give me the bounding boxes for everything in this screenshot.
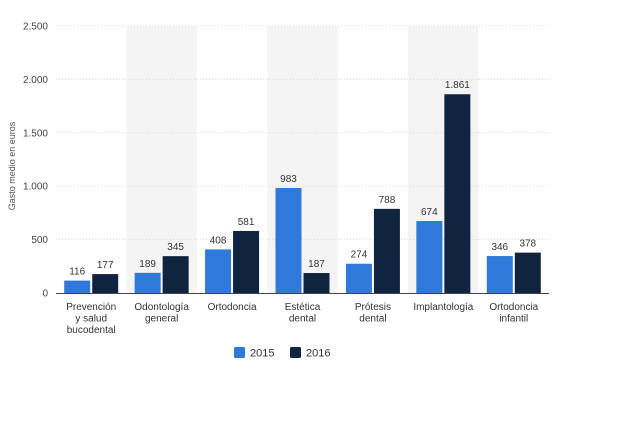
legend-label: 2015 <box>250 348 274 360</box>
category-label: Ortodoncia infantil <box>489 302 538 325</box>
bar-2015-5 <box>416 221 443 293</box>
legend-swatch-2016 <box>290 347 301 358</box>
data-label: 581 <box>238 217 255 228</box>
category-label: Prevención y salud bucodental <box>66 302 116 336</box>
data-label: 116 <box>69 267 85 278</box>
bars <box>64 94 541 293</box>
category-labels: Prevención y salud bucodental Odontología ge… <box>66 302 538 336</box>
bar-2015-6 <box>486 256 513 293</box>
y-tick-label: 1.500 <box>23 128 48 139</box>
y-tick-label: 2.500 <box>23 22 48 33</box>
data-label: 983 <box>280 174 297 185</box>
bar-2015-2 <box>205 249 232 293</box>
data-label: 189 <box>139 259 156 270</box>
data-label: 674 <box>421 207 438 218</box>
data-label: 187 <box>308 259 325 270</box>
y-tick-label: 2.000 <box>23 75 48 86</box>
legend-label: 2016 <box>306 348 330 360</box>
category-label: Estética dental <box>285 302 321 325</box>
data-label: 345 <box>167 242 184 253</box>
y-tick-label: 0 <box>42 289 48 300</box>
y-tick-label: 500 <box>31 235 48 246</box>
data-labels: 116 189 408 983 274 674 346 177 345 581 187 788 1.86… <box>69 80 536 277</box>
bar-2016-1 <box>162 256 189 293</box>
data-label: 788 <box>379 195 396 206</box>
y-tick-labels: 0 500 1.000 1.500 2.000 2.500 <box>23 22 48 300</box>
category-label: Implantología <box>413 302 473 313</box>
legend-swatch-2015 <box>234 347 245 358</box>
bar-2015-0 <box>64 280 91 293</box>
category-label: Prótesis dental <box>355 302 391 325</box>
bar-2016-5 <box>444 94 471 293</box>
bar-2016-0 <box>92 274 119 293</box>
y-axis-title: Gasto medio en euros <box>7 121 17 210</box>
data-label: 346 <box>491 242 508 253</box>
data-label: 274 <box>351 250 368 261</box>
data-label: 378 <box>519 239 536 250</box>
category-band <box>126 26 197 293</box>
category-label: Ortodoncia <box>208 302 257 313</box>
bar-2015-4 <box>345 263 372 293</box>
gridlines <box>56 25 549 241</box>
legend: 2015 2016 <box>234 347 330 360</box>
data-label: 177 <box>97 260 114 271</box>
data-label: 408 <box>210 235 227 246</box>
bar-2015-3 <box>275 188 302 293</box>
bar-2016-3 <box>303 273 330 293</box>
bar-2016-2 <box>233 230 260 293</box>
category-label: Odontología general <box>134 302 189 325</box>
bar-2015-1 <box>134 272 161 293</box>
bar-2016-4 <box>373 208 400 293</box>
y-tick-label: 1.000 <box>23 182 48 193</box>
data-label: 1.861 <box>445 80 470 91</box>
bar-2016-6 <box>514 252 541 293</box>
